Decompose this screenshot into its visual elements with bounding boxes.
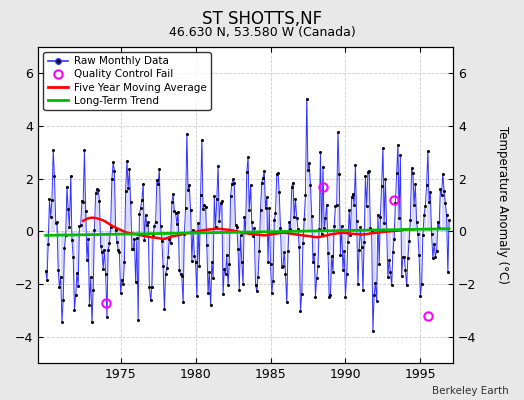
Text: Berkeley Earth: Berkeley Earth [432, 386, 508, 396]
Y-axis label: Temperature Anomaly (°C): Temperature Anomaly (°C) [496, 126, 509, 284]
Text: ST SHOTTS,NF: ST SHOTTS,NF [202, 10, 322, 28]
Text: 46.630 N, 53.580 W (Canada): 46.630 N, 53.580 W (Canada) [169, 26, 355, 39]
Legend: Raw Monthly Data, Quality Control Fail, Five Year Moving Average, Long-Term Tren: Raw Monthly Data, Quality Control Fail, … [43, 52, 211, 110]
